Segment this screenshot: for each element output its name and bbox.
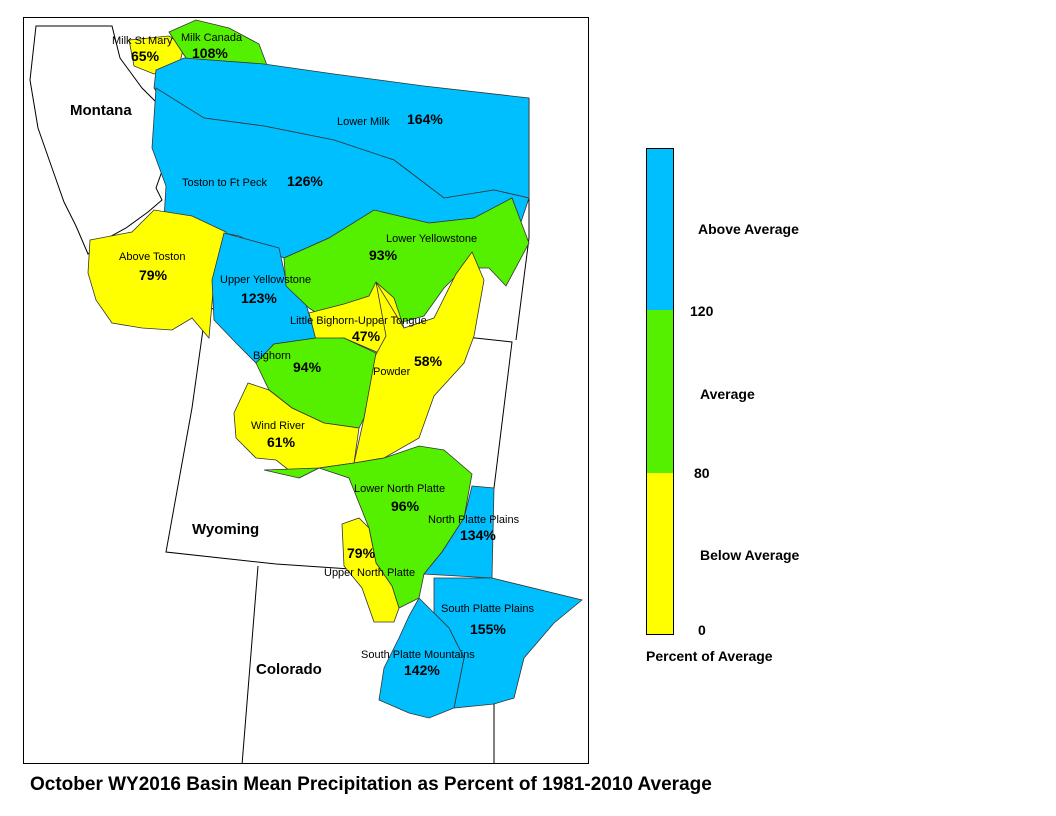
basin-pct-milk-canada: 108% — [192, 45, 228, 61]
basin-pct-little-bighorn: 47% — [352, 328, 381, 344]
basin-shape-above-toston[interactable] — [87, 209, 227, 339]
legend-tick-120: 120 — [690, 303, 714, 319]
legend-label-above: Above Average — [698, 221, 799, 237]
basin-pct-above-toston: 79% — [139, 267, 168, 283]
map-frame: Montana Wyoming Colorado Milk St Mary 65… — [23, 17, 589, 764]
basin-name-milk-st-mary: Milk St Mary — [112, 35, 173, 47]
legend-tick-80: 80 — [694, 465, 710, 481]
legend-label-average: Average — [700, 386, 755, 402]
basin-name-above-toston: Above Toston — [119, 251, 185, 263]
basin-shape-south-platte-mountains[interactable] — [378, 597, 465, 719]
basin-name-north-platte-plains: North Platte Plains — [428, 514, 520, 526]
basin-name-powder: Powder — [373, 366, 411, 378]
basin-pct-lower-north-platte: 96% — [391, 498, 420, 514]
legend-label-below: Below Average — [700, 547, 800, 563]
basin-name-lower-milk: Lower Milk — [337, 116, 390, 128]
basin-shape-north-platte-plains[interactable] — [423, 485, 495, 579]
legend-swatch-below — [646, 473, 674, 635]
legend-caption: Percent of Average — [646, 648, 773, 664]
basin-name-wind-river: Wind River — [251, 420, 305, 432]
basin-pct-south-platte-plains: 155% — [470, 621, 506, 637]
basin-pct-toston-ft-peck: 126% — [287, 173, 323, 189]
basin-pct-upper-north-platte: 79% — [347, 545, 376, 561]
basin-name-milk-canada: Milk Canada — [181, 32, 243, 44]
figure-title: October WY2016 Basin Mean Precipitation … — [30, 774, 712, 795]
montana-boundary — [29, 25, 175, 255]
basin-name-upper-yellowstone: Upper Yellowstone — [220, 274, 311, 286]
state-label-colorado: Colorado — [256, 661, 322, 678]
basin-pct-lower-milk: 164% — [407, 111, 443, 127]
basin-pct-powder: 58% — [414, 353, 443, 369]
basin-shape-upper-north-platte[interactable] — [341, 517, 400, 623]
basin-pct-milk-st-mary: 65% — [131, 48, 160, 64]
state-label-wyoming: Wyoming — [192, 521, 259, 538]
legend-swatch-average — [646, 310, 674, 473]
basin-pct-lower-yellowstone: 93% — [369, 247, 398, 263]
basin-name-bighorn: Bighorn — [253, 350, 291, 362]
basin-pct-bighorn: 94% — [293, 359, 322, 375]
basin-name-south-platte-mountains: South Platte Mountains — [361, 649, 475, 661]
basin-name-upper-north-platte: Upper North Platte — [324, 567, 415, 579]
basin-name-toston-ft-peck: Toston to Ft Peck — [182, 177, 267, 189]
basin-name-lower-yellowstone: Lower Yellowstone — [386, 233, 477, 245]
basin-pct-south-platte-mountains: 142% — [404, 662, 440, 678]
basin-pct-upper-yellowstone: 123% — [241, 290, 277, 306]
legend-swatch-above — [646, 148, 674, 310]
basin-map: Montana Wyoming Colorado Milk St Mary 65… — [29, 19, 583, 763]
legend-tick-0: 0 — [698, 622, 706, 638]
state-label-montana: Montana — [70, 102, 132, 119]
basin-name-south-platte-plains: South Platte Plains — [441, 603, 534, 615]
basin-name-lower-north-platte: Lower North Platte — [354, 483, 445, 495]
basins — [87, 19, 583, 719]
basin-name-little-bighorn: Little Bighorn-Upper Tongue — [290, 315, 427, 327]
basin-pct-north-platte-plains: 134% — [460, 527, 496, 543]
basin-pct-wind-river: 61% — [267, 434, 296, 450]
